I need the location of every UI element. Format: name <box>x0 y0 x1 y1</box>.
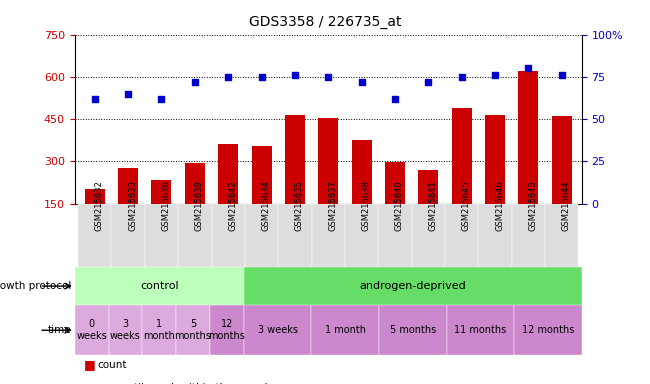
Bar <box>352 140 372 204</box>
Text: GSM215644: GSM215644 <box>562 180 571 231</box>
Bar <box>419 170 438 204</box>
Point <box>423 79 434 85</box>
Text: time: time <box>48 325 72 335</box>
Bar <box>75 305 109 355</box>
Text: GSM215633: GSM215633 <box>128 180 137 231</box>
Text: GSM215635: GSM215635 <box>295 180 304 231</box>
Bar <box>379 305 447 355</box>
Bar <box>142 305 176 355</box>
Bar <box>84 189 105 204</box>
Text: 0
weeks: 0 weeks <box>76 319 107 341</box>
Bar <box>118 168 138 204</box>
Bar <box>447 305 514 355</box>
Text: percentile rank within the sample: percentile rank within the sample <box>98 383 274 384</box>
Text: GSM215637: GSM215637 <box>328 180 337 231</box>
Bar <box>318 118 338 204</box>
Text: 11 months: 11 months <box>454 325 506 335</box>
Bar <box>109 305 142 355</box>
Text: androgen-deprived: androgen-deprived <box>359 281 466 291</box>
Bar <box>151 180 172 204</box>
Bar <box>285 115 305 204</box>
Point <box>223 74 233 80</box>
Bar <box>185 163 205 204</box>
Point <box>123 91 133 97</box>
Text: GSM215643: GSM215643 <box>528 180 538 231</box>
Bar <box>78 204 111 267</box>
Text: GSM215642: GSM215642 <box>228 180 237 231</box>
Point <box>523 65 534 71</box>
Bar <box>411 204 445 267</box>
Bar <box>378 204 411 267</box>
Text: GSM215636: GSM215636 <box>161 180 170 231</box>
Point <box>190 79 200 85</box>
Bar <box>111 204 145 267</box>
Text: 3 weeks: 3 weeks <box>257 325 298 335</box>
Bar <box>452 108 472 204</box>
Text: ■: ■ <box>84 381 96 384</box>
Bar <box>244 305 311 355</box>
Bar <box>211 204 245 267</box>
Bar <box>218 144 238 204</box>
Bar <box>245 204 278 267</box>
Bar <box>478 204 512 267</box>
Bar <box>518 71 538 204</box>
Bar <box>278 204 311 267</box>
Bar <box>385 162 405 204</box>
Text: 3
weeks: 3 weeks <box>110 319 141 341</box>
Text: control: control <box>140 281 179 291</box>
Text: ■: ■ <box>84 358 96 371</box>
Bar <box>178 204 211 267</box>
Text: GSM215639: GSM215639 <box>195 180 204 231</box>
Bar <box>514 305 582 355</box>
Point <box>90 96 100 102</box>
Bar <box>545 204 578 267</box>
Text: GSM215641: GSM215641 <box>428 180 437 231</box>
Text: count: count <box>98 360 127 370</box>
Text: GSM215645: GSM215645 <box>462 180 471 231</box>
Bar <box>145 204 178 267</box>
Bar <box>252 146 272 204</box>
Text: GSM215632: GSM215632 <box>95 180 104 231</box>
Point <box>290 72 300 78</box>
Bar <box>512 204 545 267</box>
Text: 12 months: 12 months <box>522 325 574 335</box>
Point <box>456 74 467 80</box>
Text: 1
month: 1 month <box>144 319 175 341</box>
Bar <box>485 115 505 204</box>
Text: growth protocol: growth protocol <box>0 281 72 291</box>
Point <box>490 72 501 78</box>
Text: 5
months: 5 months <box>175 319 211 341</box>
Text: GSM215638: GSM215638 <box>361 180 370 231</box>
Point <box>156 96 166 102</box>
Point <box>556 72 567 78</box>
Text: GSM215646: GSM215646 <box>495 180 504 231</box>
Bar <box>244 267 582 305</box>
Bar <box>445 204 478 267</box>
Bar <box>311 204 345 267</box>
Text: GSM215634: GSM215634 <box>261 180 270 231</box>
Text: GSM215640: GSM215640 <box>395 180 404 231</box>
Point <box>356 79 367 85</box>
Bar <box>552 116 572 204</box>
Bar <box>210 305 244 355</box>
Bar <box>311 305 379 355</box>
Point <box>256 74 266 80</box>
Point <box>390 96 400 102</box>
Text: 12
months: 12 months <box>209 319 245 341</box>
Bar <box>176 305 210 355</box>
Bar <box>345 204 378 267</box>
Point <box>323 74 333 80</box>
Text: 1 month: 1 month <box>324 325 366 335</box>
Text: GDS3358 / 226735_at: GDS3358 / 226735_at <box>249 15 401 29</box>
Bar <box>75 267 244 305</box>
Text: 5 months: 5 months <box>389 325 436 335</box>
